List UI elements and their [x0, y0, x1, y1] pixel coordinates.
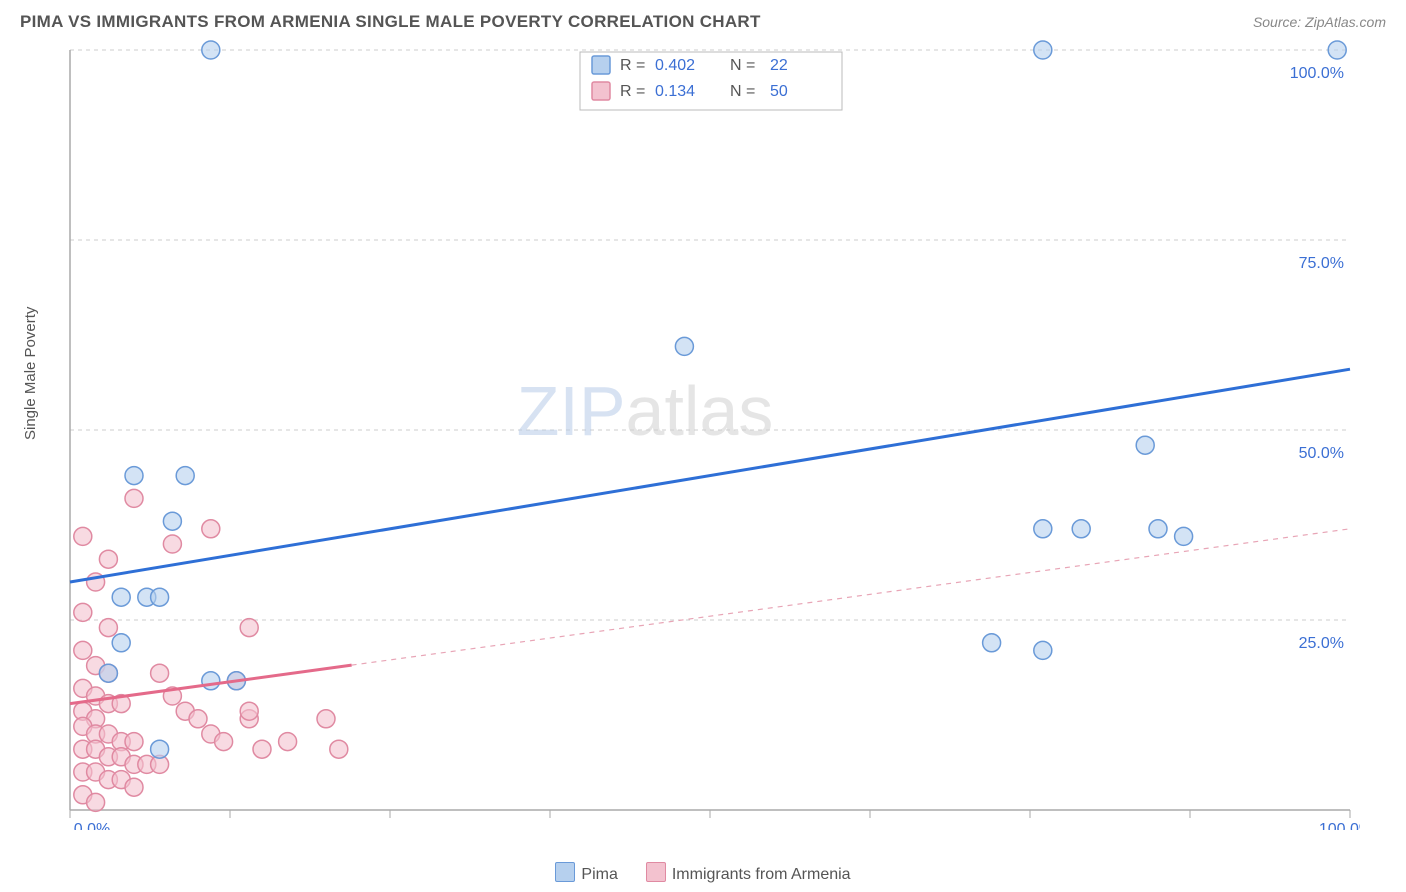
chart-title: PIMA VS IMMIGRANTS FROM ARMENIA SINGLE M…	[20, 12, 761, 32]
data-point-armenia	[99, 550, 117, 568]
data-point-pima	[675, 337, 693, 355]
data-point-armenia	[215, 733, 233, 751]
bottom-legend-label: Pima	[581, 866, 617, 883]
chart-source: Source: ZipAtlas.com	[1253, 14, 1386, 30]
scatter-chart: 25.0% 50.0% 75.0% 100.0% ZIPatlas 0.0% 100.0% R…	[60, 40, 1360, 830]
data-point-pima	[1072, 520, 1090, 538]
data-point-armenia	[279, 733, 297, 751]
data-point-pima	[163, 512, 181, 530]
data-point-armenia	[125, 489, 143, 507]
bottom-legend-swatch-armenia	[646, 862, 666, 882]
data-point-pima	[151, 740, 169, 758]
legend-n-label: N =	[730, 83, 755, 100]
y-tick-label: 25.0%	[1299, 635, 1344, 652]
legend-r-label: R =	[620, 83, 645, 100]
y-tick-label: 100.0%	[1290, 65, 1344, 82]
chart-header: PIMA VS IMMIGRANTS FROM ARMENIA SINGLE M…	[0, 0, 1406, 40]
bottom-legend-label: Immigrants from Armenia	[672, 866, 851, 883]
data-point-armenia	[240, 619, 258, 637]
data-point-pima	[112, 588, 130, 606]
data-point-armenia	[317, 710, 335, 728]
y-tick-label: 75.0%	[1299, 255, 1344, 272]
data-point-pima	[202, 41, 220, 59]
data-point-pima	[1034, 520, 1052, 538]
data-point-armenia	[151, 664, 169, 682]
data-point-pima	[1175, 527, 1193, 545]
y-axis-label: Single Male Poverty	[22, 307, 39, 440]
data-point-pima	[176, 467, 194, 485]
data-point-armenia	[253, 740, 271, 758]
data-point-pima	[983, 634, 1001, 652]
data-point-armenia	[125, 733, 143, 751]
data-point-pima	[1034, 641, 1052, 659]
legend-n-value: 50	[770, 83, 788, 100]
data-point-armenia	[99, 619, 117, 637]
bottom-legend-swatch-pima	[555, 862, 575, 882]
legend-r-label: R =	[620, 57, 645, 74]
data-point-armenia	[330, 740, 348, 758]
data-point-armenia	[125, 778, 143, 796]
data-point-armenia	[74, 641, 92, 659]
trend-line-armenia-dash	[352, 529, 1350, 665]
x-tick-label: 0.0%	[74, 821, 110, 830]
legend-n-label: N =	[730, 57, 755, 74]
data-point-armenia	[74, 603, 92, 621]
data-point-pima	[125, 467, 143, 485]
data-point-pima	[202, 672, 220, 690]
data-point-armenia	[189, 710, 207, 728]
data-point-armenia	[202, 520, 220, 538]
legend-swatch-armenia	[592, 82, 610, 100]
legend-r-value: 0.134	[655, 83, 695, 100]
data-point-pima	[1136, 436, 1154, 454]
data-point-pima	[1034, 41, 1052, 59]
data-point-pima	[99, 664, 117, 682]
watermark: ZIPatlas	[517, 372, 774, 450]
x-tick-label: 100.0%	[1319, 821, 1360, 830]
data-point-pima	[112, 634, 130, 652]
data-point-armenia	[87, 793, 105, 811]
legend-swatch-pima	[592, 56, 610, 74]
data-point-armenia	[240, 702, 258, 720]
data-point-pima	[1328, 41, 1346, 59]
legend-r-value: 0.402	[655, 57, 695, 74]
legend-n-value: 22	[770, 57, 788, 74]
data-point-pima	[151, 588, 169, 606]
data-point-pima	[1149, 520, 1167, 538]
data-point-armenia	[163, 535, 181, 553]
bottom-legend: Pima Immigrants from Armenia	[0, 862, 1406, 884]
chart-area: 25.0% 50.0% 75.0% 100.0% ZIPatlas 0.0% 100.0% R…	[60, 40, 1386, 830]
data-point-armenia	[74, 527, 92, 545]
y-tick-label: 50.0%	[1299, 445, 1344, 462]
